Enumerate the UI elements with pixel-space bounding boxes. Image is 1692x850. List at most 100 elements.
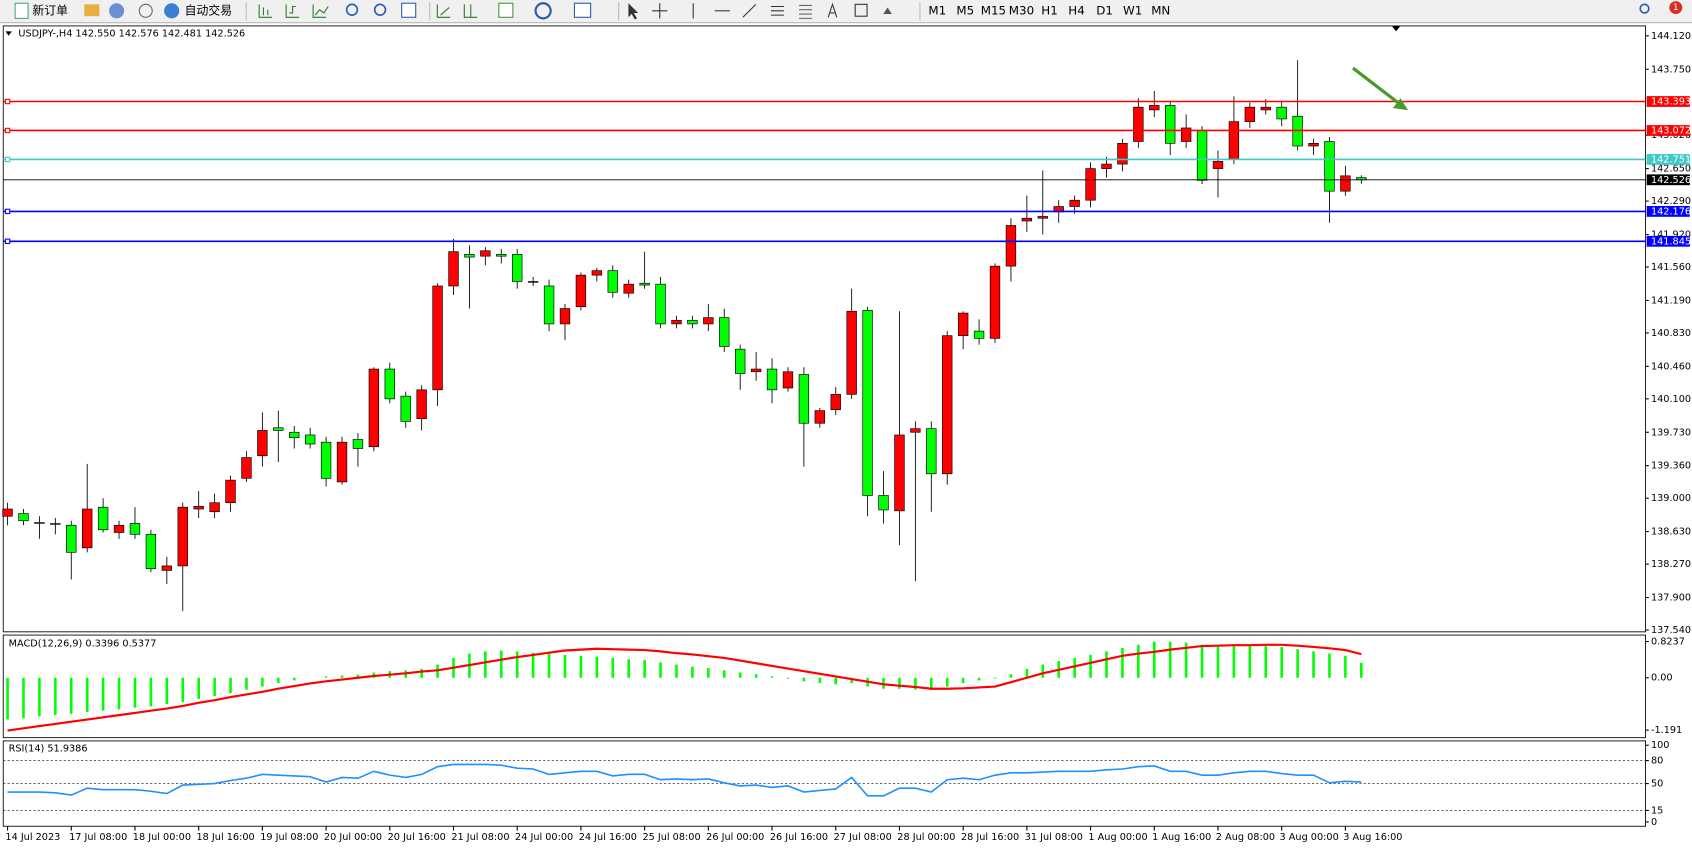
search-icon[interactable]	[1639, 3, 1650, 14]
timeframe-button[interactable]: M1	[928, 3, 946, 17]
chart-window	[0, 23, 1692, 850]
icon	[164, 3, 180, 19]
icon[interactable]	[258, 4, 273, 18]
y-tick-label: 0.8237	[1651, 637, 1685, 648]
candle-body	[448, 251, 459, 287]
icon[interactable]	[138, 3, 153, 18]
timeframe-button[interactable]: W1	[1123, 3, 1142, 17]
icon[interactable]	[312, 4, 329, 18]
macd-bar	[117, 677, 121, 710]
icon[interactable]	[463, 4, 478, 18]
icon[interactable]	[109, 3, 125, 19]
macd-bar	[882, 677, 885, 689]
candle-body	[177, 506, 188, 567]
macd-bar	[1360, 662, 1363, 678]
text-icon[interactable]	[827, 2, 838, 18]
timeframe-button[interactable]: M30	[1009, 3, 1034, 17]
icon[interactable]	[573, 2, 592, 18]
y-tick-label: 138.270	[1651, 559, 1691, 570]
x-tick-label: 17 Jul 08:00	[69, 832, 127, 843]
plot: 144.120143.750143.020142.650142.290141.9…	[2, 28, 1691, 843]
macd-bar	[324, 676, 328, 678]
x-tick-label: 1 Aug 16:00	[1152, 832, 1211, 843]
timeframe-button[interactable]: D1	[1096, 3, 1113, 17]
x-tick-label: 18 Jul 16:00	[197, 832, 255, 843]
y-tick-label: 139.000	[1651, 493, 1691, 504]
new-order-label[interactable]: 新订单	[32, 3, 68, 17]
macd-bar	[420, 668, 423, 678]
y-tick-label: 80	[1651, 756, 1663, 767]
timeframe-button[interactable]: MN	[1151, 3, 1170, 17]
macd-bar	[85, 677, 89, 713]
candle-body	[1101, 163, 1112, 169]
price-level-tag	[1646, 96, 1690, 107]
notification-badge[interactable]	[1669, 1, 1683, 15]
candle-body	[496, 254, 507, 257]
icon[interactable]	[345, 3, 359, 16]
timeframe-button[interactable]: H1	[1041, 3, 1057, 17]
timeframe-button[interactable]: M15	[981, 3, 1006, 17]
candle-body	[559, 308, 571, 325]
auto-trading-label[interactable]: 自动交易	[185, 3, 232, 17]
icon[interactable]	[401, 2, 417, 18]
auto-trading-button[interactable]: 自动交易	[164, 3, 232, 19]
macd-bar	[69, 677, 73, 714]
candle-body	[2, 508, 13, 517]
icon[interactable]	[84, 4, 100, 17]
x-tick-label: 26 Jul 00:00	[706, 832, 764, 843]
crosshair-icon[interactable]	[652, 3, 668, 19]
candle-body	[575, 274, 587, 308]
cursor-icon[interactable]	[628, 3, 639, 20]
candle-body	[480, 250, 491, 257]
arrows-icon[interactable]	[883, 7, 892, 15]
candle-body	[1324, 141, 1335, 192]
macd-bar	[1184, 642, 1188, 678]
label-icon[interactable]	[854, 3, 868, 17]
candle-body	[798, 374, 810, 424]
fibo-icon[interactable]	[799, 4, 812, 19]
macd-bar	[722, 670, 726, 678]
channel-icon[interactable]	[770, 5, 784, 16]
macd-bar	[563, 654, 567, 678]
x-tick-label: 20 Jul 00:00	[324, 832, 382, 843]
y-tick-label: 142.290	[1651, 196, 1691, 207]
macd-bar	[38, 677, 41, 717]
candle-body	[464, 254, 475, 258]
toolbar-bg	[0, 0, 1692, 23]
candle-body	[687, 319, 698, 325]
macd-bar	[770, 676, 774, 678]
symbol-menu-marker[interactable]	[5, 31, 12, 36]
macd-bar	[213, 677, 216, 697]
x-tick-label: 28 Jul 00:00	[897, 832, 955, 843]
icon[interactable]	[498, 2, 514, 18]
trendline-icon[interactable]	[742, 3, 757, 18]
icon[interactable]	[534, 2, 552, 20]
candle-body	[543, 285, 555, 325]
icon[interactable]	[436, 4, 451, 18]
candle-body	[1228, 121, 1240, 160]
new-order-button[interactable]: 新订单	[14, 2, 68, 19]
macd-bar	[738, 672, 742, 678]
candle-body	[1149, 105, 1160, 111]
icon[interactable]	[373, 3, 387, 16]
candle-body	[193, 505, 204, 510]
y-tick-label: 143.750	[1651, 64, 1691, 75]
timeframe-button[interactable]: M5	[956, 3, 974, 17]
candle-body	[416, 389, 427, 420]
macd-bar	[1264, 646, 1268, 678]
y-tick-label: 141.920	[1651, 230, 1691, 241]
macd-bar	[1089, 654, 1092, 678]
macd-bar	[356, 674, 360, 678]
candle-body	[18, 513, 29, 522]
macd-bar	[6, 677, 9, 720]
y-tick-label: 100	[1651, 740, 1670, 751]
candle-body	[973, 330, 985, 339]
price-level-label: 142.176	[1651, 206, 1691, 217]
notification-count[interactable]: 1	[1673, 3, 1678, 13]
timeframe-button[interactable]: H4	[1068, 3, 1084, 17]
candle-body	[66, 524, 77, 553]
candle-body	[878, 495, 889, 511]
macd-bar	[977, 677, 981, 681]
macd-bar	[659, 662, 662, 678]
icon[interactable]	[285, 4, 300, 18]
